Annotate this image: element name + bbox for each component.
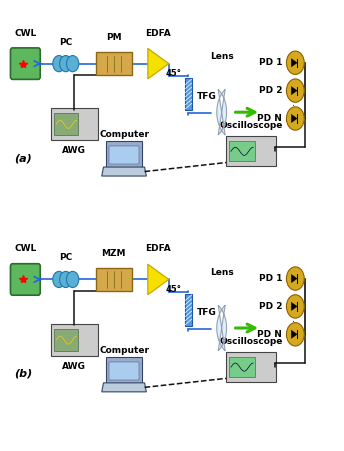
Text: PD N: PD N bbox=[257, 114, 282, 123]
Polygon shape bbox=[102, 383, 146, 392]
Polygon shape bbox=[185, 294, 192, 326]
Text: PD 1: PD 1 bbox=[259, 58, 282, 67]
Text: CWL: CWL bbox=[14, 28, 36, 37]
Circle shape bbox=[287, 267, 304, 290]
Polygon shape bbox=[291, 87, 297, 95]
FancyBboxPatch shape bbox=[226, 352, 276, 382]
Polygon shape bbox=[291, 59, 297, 67]
Polygon shape bbox=[291, 115, 297, 123]
FancyBboxPatch shape bbox=[96, 52, 131, 75]
Polygon shape bbox=[217, 305, 227, 351]
FancyBboxPatch shape bbox=[51, 324, 98, 356]
Text: Oscilloscope: Oscilloscope bbox=[219, 336, 282, 345]
Polygon shape bbox=[291, 275, 297, 283]
Text: PC: PC bbox=[59, 253, 73, 262]
Text: TFG: TFG bbox=[197, 308, 217, 317]
Text: EDFA: EDFA bbox=[146, 244, 171, 253]
Circle shape bbox=[60, 55, 72, 72]
Circle shape bbox=[287, 79, 304, 102]
Text: 45°: 45° bbox=[166, 69, 182, 78]
Circle shape bbox=[287, 295, 304, 318]
Circle shape bbox=[66, 55, 79, 72]
FancyBboxPatch shape bbox=[96, 268, 131, 291]
Circle shape bbox=[66, 272, 79, 288]
Polygon shape bbox=[291, 330, 297, 338]
Text: PD 2: PD 2 bbox=[259, 86, 282, 95]
Polygon shape bbox=[148, 264, 169, 295]
FancyBboxPatch shape bbox=[226, 137, 276, 166]
Text: PM: PM bbox=[106, 33, 121, 42]
FancyBboxPatch shape bbox=[229, 357, 255, 377]
Circle shape bbox=[60, 272, 72, 288]
Text: CWL: CWL bbox=[14, 244, 36, 253]
Polygon shape bbox=[217, 89, 227, 135]
Text: Computer: Computer bbox=[99, 130, 149, 139]
Text: PC: PC bbox=[59, 37, 73, 46]
Circle shape bbox=[53, 272, 65, 288]
Circle shape bbox=[53, 55, 65, 72]
Polygon shape bbox=[148, 48, 169, 79]
Polygon shape bbox=[102, 167, 146, 176]
Circle shape bbox=[287, 51, 304, 74]
Text: (b): (b) bbox=[14, 369, 33, 379]
Text: · · ·: · · · bbox=[290, 97, 300, 112]
Text: · · ·: · · · bbox=[290, 313, 300, 328]
FancyBboxPatch shape bbox=[54, 329, 78, 351]
Polygon shape bbox=[291, 302, 297, 311]
Text: 45°: 45° bbox=[166, 285, 182, 294]
Text: Lens: Lens bbox=[210, 268, 234, 277]
Circle shape bbox=[287, 107, 304, 130]
Text: (a): (a) bbox=[14, 153, 32, 163]
FancyBboxPatch shape bbox=[10, 264, 40, 295]
Text: Lens: Lens bbox=[210, 52, 234, 61]
Text: AWG: AWG bbox=[62, 362, 86, 371]
Polygon shape bbox=[185, 78, 192, 110]
FancyBboxPatch shape bbox=[109, 362, 139, 380]
Text: PD N: PD N bbox=[257, 330, 282, 339]
Text: TFG: TFG bbox=[197, 92, 217, 101]
Circle shape bbox=[287, 322, 304, 346]
Text: Oscilloscope: Oscilloscope bbox=[219, 121, 282, 130]
FancyBboxPatch shape bbox=[109, 146, 139, 164]
FancyBboxPatch shape bbox=[229, 141, 255, 161]
FancyBboxPatch shape bbox=[54, 113, 78, 135]
FancyBboxPatch shape bbox=[106, 142, 142, 168]
FancyBboxPatch shape bbox=[106, 357, 142, 384]
Text: MZM: MZM bbox=[101, 249, 126, 258]
FancyBboxPatch shape bbox=[51, 108, 98, 140]
FancyBboxPatch shape bbox=[10, 48, 40, 79]
Text: AWG: AWG bbox=[62, 146, 86, 155]
Text: PD 2: PD 2 bbox=[259, 302, 282, 311]
Text: EDFA: EDFA bbox=[146, 28, 171, 37]
Text: PD 1: PD 1 bbox=[259, 274, 282, 283]
Text: Computer: Computer bbox=[99, 345, 149, 354]
